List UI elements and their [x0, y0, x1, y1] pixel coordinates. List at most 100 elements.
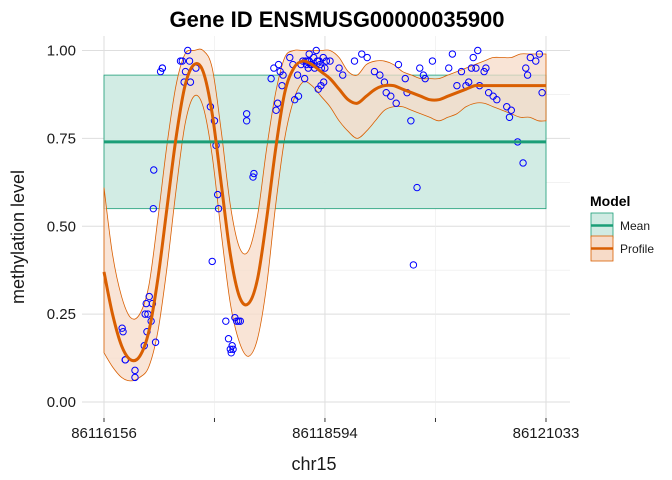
legend-label-profile: Profile	[620, 242, 654, 256]
data-point	[272, 106, 280, 114]
data-point	[370, 67, 379, 76]
data-point	[224, 335, 233, 343]
data-point	[184, 46, 192, 55]
data-point	[339, 71, 347, 79]
data-point	[445, 64, 453, 72]
legend-label-mean: Mean	[620, 219, 650, 233]
data-point	[480, 67, 488, 76]
data-point	[526, 53, 535, 62]
data-point	[457, 67, 466, 76]
x-tick-label: 86116156	[71, 425, 137, 442]
data-point	[118, 324, 126, 332]
data-point	[158, 64, 167, 72]
data-point	[387, 92, 395, 100]
data-point	[319, 78, 328, 86]
data-point	[392, 99, 400, 107]
data-point	[535, 50, 544, 58]
y-axis-ticks: 0.00 0.25 0.50 0.75 1.00	[47, 43, 76, 412]
data-point	[141, 310, 149, 318]
x-tick-label: 86121033	[513, 425, 580, 442]
data-point	[519, 159, 527, 167]
data-point	[394, 60, 403, 69]
y-tick-label: 0.75	[47, 130, 76, 147]
data-point	[229, 345, 237, 353]
data-point	[507, 106, 515, 114]
data-point	[322, 57, 331, 65]
data-point	[249, 173, 257, 181]
data-point	[382, 88, 390, 97]
data-point	[236, 317, 245, 325]
data-point	[208, 257, 216, 266]
data-point	[273, 99, 282, 107]
data-point	[532, 57, 540, 65]
data-point	[522, 64, 530, 72]
data-point	[151, 338, 160, 346]
data-point	[421, 74, 429, 83]
data-point	[453, 81, 461, 90]
data-point	[214, 204, 223, 213]
data-point	[326, 57, 334, 65]
data-point	[493, 96, 501, 104]
data-point	[316, 60, 324, 69]
data-point	[419, 71, 428, 79]
data-point	[484, 88, 493, 97]
x-tick-label: 86118594	[292, 425, 358, 442]
y-tick-label: 1.00	[47, 43, 76, 60]
data-point	[467, 64, 476, 72]
data-point	[131, 366, 139, 375]
data-point	[305, 50, 313, 58]
data-point	[242, 117, 251, 125]
x-axis-ticks: 86116156 86118594 86121033	[71, 418, 579, 442]
data-point	[270, 64, 278, 72]
data-point	[267, 74, 275, 83]
data-point	[358, 50, 366, 58]
data-point	[300, 74, 309, 83]
data-point	[119, 328, 127, 336]
data-point	[242, 110, 251, 118]
data-point	[448, 50, 457, 58]
data-point	[250, 169, 258, 178]
data-point	[538, 88, 546, 97]
data-point	[274, 60, 283, 69]
profile-line	[102, 59, 546, 363]
data-point	[156, 67, 165, 76]
data-point	[294, 92, 303, 100]
data-point	[409, 261, 418, 269]
legend: Model Mean Profile	[590, 193, 654, 262]
data-point	[227, 349, 235, 357]
data-point	[505, 113, 514, 121]
data-point	[178, 57, 187, 65]
data-point	[286, 53, 294, 62]
data-point	[482, 64, 490, 72]
y-tick-label: 0.50	[47, 218, 76, 235]
data-point	[503, 103, 511, 111]
data-point	[149, 204, 158, 213]
data-point	[131, 373, 139, 382]
data-point	[428, 57, 437, 65]
fit-lines	[102, 59, 546, 363]
data-point	[401, 74, 409, 83]
data-point	[222, 317, 230, 325]
chart-title: Gene ID ENSMUSG00000035900	[169, 7, 504, 32]
data-point	[226, 345, 235, 353]
data-point	[293, 71, 302, 79]
y-axis-label: methylation level	[8, 170, 28, 304]
data-point	[213, 190, 222, 199]
y-tick-label: 0.00	[47, 394, 76, 411]
data-point	[376, 71, 384, 79]
data-point	[321, 64, 329, 72]
y-tick-label: 0.25	[47, 306, 76, 323]
data-point	[335, 64, 343, 72]
data-point	[350, 57, 359, 65]
data-point	[474, 46, 482, 55]
x-axis-label: chr15	[291, 454, 336, 474]
data-point	[228, 342, 236, 350]
data-point	[523, 71, 532, 79]
data-point	[363, 53, 371, 62]
data-point	[312, 46, 320, 55]
data-point	[279, 71, 287, 79]
data-point	[145, 292, 153, 301]
data-point	[416, 64, 424, 72]
data-point	[472, 64, 480, 72]
